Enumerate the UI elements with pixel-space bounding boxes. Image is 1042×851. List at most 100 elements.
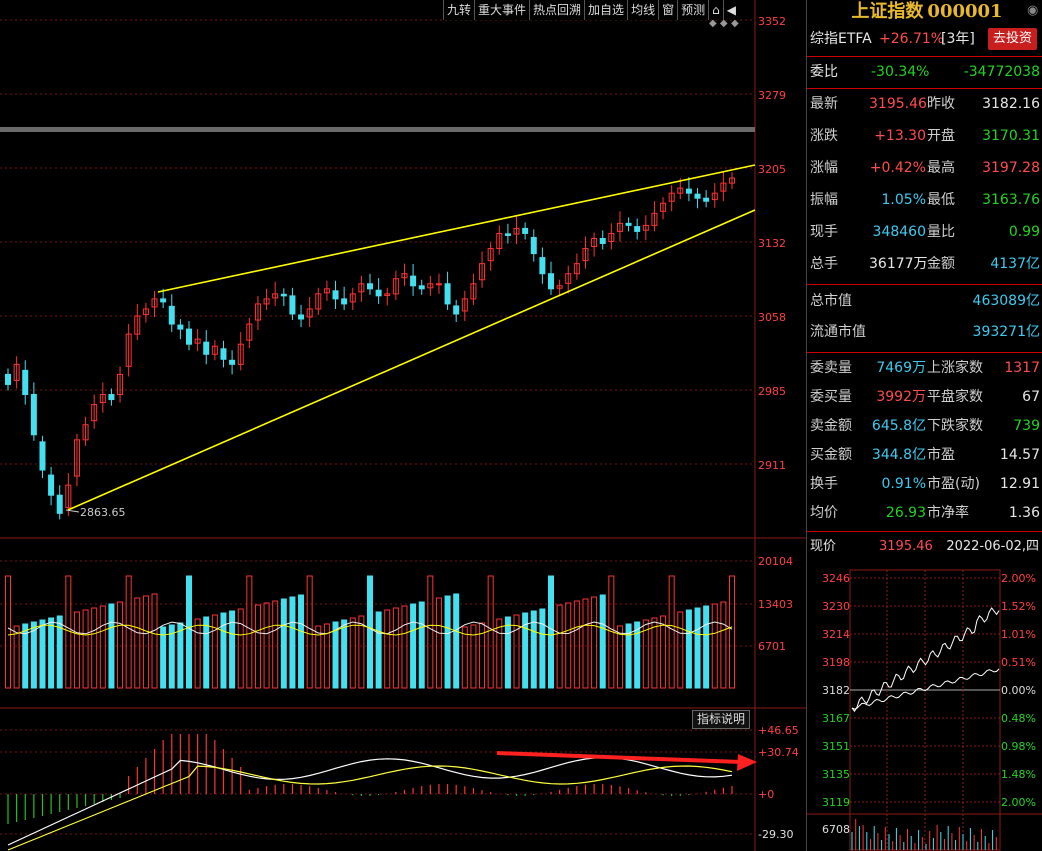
toolbar-moving-average[interactable]: 均线 bbox=[627, 0, 659, 20]
volume-bar bbox=[194, 618, 201, 689]
row-value-2: 67 bbox=[1022, 389, 1040, 405]
volume-bars bbox=[5, 575, 735, 689]
row-label-1: 振幅 bbox=[810, 192, 838, 208]
candle-body bbox=[341, 298, 348, 305]
current-price: 3195.46 bbox=[879, 539, 933, 554]
candle-body bbox=[65, 484, 72, 509]
volume-bar bbox=[134, 597, 141, 689]
candle-body bbox=[392, 278, 399, 295]
lock-icon[interactable]: ⌂ bbox=[708, 0, 723, 20]
volume-bar bbox=[263, 602, 270, 689]
intraday-mini-chart[interactable]: 3246 2.00% 3230 1.52% 3214 1.01% 3198 0.51% 3182… bbox=[807, 568, 1042, 851]
toolbar-forecast[interactable]: 预测 bbox=[677, 0, 709, 20]
candle-body bbox=[186, 328, 192, 345]
candle-body bbox=[496, 232, 503, 250]
volume-bar bbox=[582, 598, 589, 689]
mini-right-tick: 0.48% bbox=[1001, 712, 1036, 725]
panel-row: 卖金额 645.8亿 下跌家数 739 bbox=[807, 412, 1042, 441]
panel-row: 最新 3195.46 昨收 3182.16 bbox=[807, 90, 1042, 119]
candle-body bbox=[591, 237, 598, 248]
bell-icon[interactable]: ◉ bbox=[1027, 3, 1039, 18]
candle-body bbox=[384, 293, 391, 296]
row-label-2: 市净率 bbox=[927, 505, 969, 521]
candle-body bbox=[358, 283, 365, 293]
volume-bar bbox=[444, 595, 451, 689]
candle-body bbox=[22, 369, 29, 396]
kline-chart[interactable]: 2863.65 3352 3279 3205 3132 3058 2985 2911 2010… bbox=[0, 0, 806, 851]
candle-body bbox=[677, 187, 684, 194]
volume-bar bbox=[220, 612, 227, 689]
volume-bar bbox=[5, 575, 11, 689]
candle-body bbox=[625, 222, 632, 226]
toolbar-window[interactable]: 窗 bbox=[658, 0, 678, 20]
row-label-1: 涨跌 bbox=[810, 128, 838, 144]
candle-body bbox=[332, 290, 339, 300]
volume-bar bbox=[461, 626, 468, 689]
candle-body bbox=[513, 227, 520, 235]
candle-body bbox=[91, 404, 98, 422]
invest-button[interactable]: 去投资 bbox=[988, 28, 1038, 50]
volume-bar bbox=[599, 594, 606, 689]
weibi-value: -34772038 bbox=[963, 64, 1040, 80]
toolbar-icons: ◆ ◆ ◆ bbox=[709, 18, 739, 29]
row-label-1: 买金额 bbox=[810, 447, 852, 463]
volume-bar bbox=[237, 608, 244, 689]
candle-body bbox=[616, 222, 623, 232]
candle-body bbox=[168, 305, 175, 325]
volume-bar bbox=[591, 596, 598, 689]
volume-bar bbox=[254, 604, 261, 689]
volume-bar bbox=[73, 611, 80, 689]
volume-bar bbox=[496, 618, 503, 689]
candle-body bbox=[39, 441, 46, 471]
stock-name: 上证指数 bbox=[851, 1, 924, 22]
volume-bar bbox=[298, 594, 305, 689]
candle-body bbox=[13, 363, 20, 381]
candle-body bbox=[685, 188, 692, 194]
row-label: 流通市值 bbox=[810, 324, 866, 340]
row-label-2: 平盘家数 bbox=[927, 389, 983, 405]
candle-body bbox=[220, 348, 227, 360]
mini-right-tick: 1.48% bbox=[1001, 768, 1036, 781]
row-label-2: 最高 bbox=[927, 160, 955, 176]
row-value-1: +13.30 bbox=[874, 128, 926, 144]
toolbar-hotspot-review[interactable]: 热点回溯 bbox=[529, 0, 585, 20]
row-value-1: 1.05% bbox=[881, 192, 926, 208]
volume-bar bbox=[332, 621, 339, 689]
volume-bar bbox=[211, 614, 218, 689]
candle-body bbox=[504, 233, 511, 236]
row-value-1: 344.8亿 bbox=[871, 447, 926, 463]
mini-left-tick: 3167 bbox=[822, 712, 850, 725]
volume-bar bbox=[642, 619, 649, 689]
macd-tick: -29.30 bbox=[758, 828, 793, 841]
diamond-icon: ◆ ◆ bbox=[709, 18, 728, 29]
volume-bar bbox=[565, 602, 572, 689]
volume-tick: 20104 bbox=[758, 555, 793, 568]
volume-bar bbox=[625, 623, 632, 689]
row-label-2: 昨收 bbox=[927, 96, 955, 112]
candle-body bbox=[461, 298, 468, 312]
candle-body bbox=[634, 226, 641, 232]
candle-body bbox=[280, 293, 287, 297]
macd-dif-line bbox=[7, 756, 733, 846]
weibi-pct: -30.34% bbox=[871, 64, 930, 80]
mini-left-tick: 3135 bbox=[822, 768, 850, 781]
mini-right-tick: 1.52% bbox=[1001, 600, 1036, 613]
indicator-help-button[interactable]: 指标说明 bbox=[692, 710, 751, 729]
toolbar-major-events[interactable]: 重大事件 bbox=[474, 0, 530, 20]
intraday-volume bbox=[851, 819, 997, 850]
row-label-1: 委卖量 bbox=[810, 360, 852, 376]
volume-bar bbox=[530, 610, 537, 689]
volume-bar bbox=[435, 597, 442, 689]
volume-ma-yellow bbox=[7, 624, 733, 636]
volume-bar bbox=[272, 600, 279, 689]
candle-body bbox=[315, 293, 322, 310]
row-value-1: 645.8亿 bbox=[871, 418, 926, 434]
candle-body bbox=[254, 303, 261, 321]
volume-bar bbox=[479, 622, 486, 689]
volume-bar bbox=[367, 575, 373, 689]
volume-bar bbox=[539, 608, 546, 689]
price-tick: 3352 bbox=[758, 15, 786, 28]
toolbar-jiuzhuan[interactable]: 九转 bbox=[443, 0, 475, 20]
toolbar-add-watchlist[interactable]: 加自选 bbox=[584, 0, 628, 20]
arrow-left-icon[interactable]: ◀ bbox=[722, 0, 739, 20]
